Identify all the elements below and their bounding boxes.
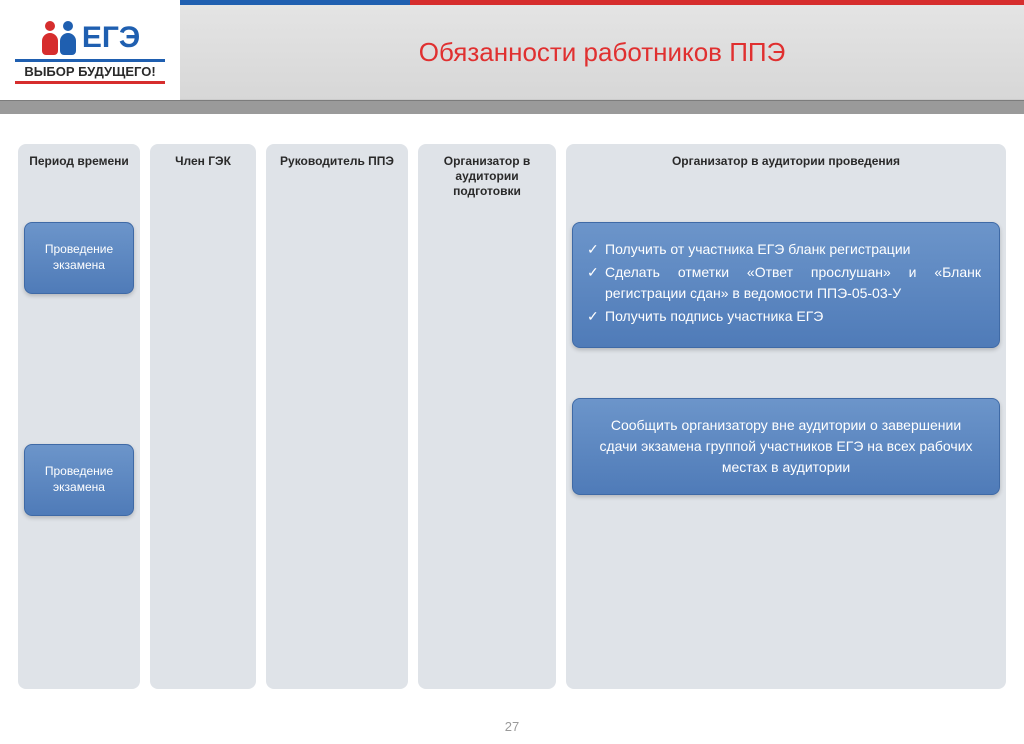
logo-subtitle: ВЫБОР БУДУЩЕГО! [15,59,165,84]
title-area: Обязанности работников ППЭ [180,5,1024,100]
conduct-task-item: Получить подпись участника ЕГЭ [583,306,981,327]
period-box-1: Проведение экзамена [24,222,134,294]
header: ЕГЭ ВЫБОР БУДУЩЕГО! Обязанности работник… [0,5,1024,100]
divider-bar [0,100,1024,114]
page-number: 27 [0,719,1024,734]
conduct-tasks-box: Получить от участника ЕГЭ бланк регистра… [572,222,1000,348]
conduct-task-item: Получить от участника ЕГЭ бланк регистра… [583,239,981,260]
column-header-leader: Руководитель ППЭ [272,152,402,202]
spacer [24,202,134,222]
logo-top: ЕГЭ [40,21,140,55]
logo-text: ЕГЭ [82,21,140,55]
period-box-2-label: Проведение экзамена [25,464,133,495]
column-gek: Член ГЭК [150,144,256,689]
spacer [572,202,1000,222]
columns: Период времени Проведение экзамена Прове… [0,114,1024,689]
column-header-period: Период времени [24,152,134,202]
conduct-task-item: Сделать отметки «Ответ прослушан» и «Бла… [583,262,981,304]
period-box-1-label: Проведение экзамена [25,242,133,273]
conduct-message-box: Сообщить организатору вне аудитории о за… [572,398,1000,495]
conduct-task-list: Получить от участника ЕГЭ бланк регистра… [583,239,981,327]
column-header-prep: Организатор в аудитории подготовки [424,152,550,202]
logo: ЕГЭ ВЫБОР БУДУЩЕГО! [0,5,180,100]
column-header-gek: Член ГЭК [156,152,250,202]
spacer [572,348,1000,398]
column-prep: Организатор в аудитории подготовки [418,144,556,689]
column-header-conduct: Организатор в аудитории проведения [572,152,1000,202]
people-icon [40,21,78,55]
slide: ЕГЭ ВЫБОР БУДУЩЕГО! Обязанности работник… [0,0,1024,744]
page-title: Обязанности работников ППЭ [419,37,786,68]
column-conduct: Организатор в аудитории проведения Получ… [566,144,1006,689]
period-box-2: Проведение экзамена [24,444,134,516]
column-leader: Руководитель ППЭ [266,144,408,689]
column-period: Период времени Проведение экзамена Прове… [18,144,140,689]
conduct-message-text: Сообщить организатору вне аудитории о за… [599,417,972,475]
spacer [24,294,134,444]
